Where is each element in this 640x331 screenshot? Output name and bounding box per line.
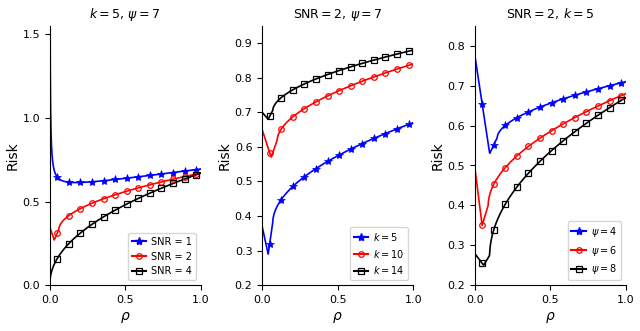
Y-axis label: Risk: Risk <box>430 141 444 170</box>
X-axis label: $\rho$: $\rho$ <box>545 310 556 325</box>
Y-axis label: Risk: Risk <box>218 141 232 170</box>
Legend: $\psi = 4$, $\psi = 6$, $\psi = 8$: $\psi = 4$, $\psi = 6$, $\psi = 8$ <box>568 221 621 280</box>
Legend: SNR = 1, SNR = 2, SNR = 4: SNR = 1, SNR = 2, SNR = 4 <box>127 233 196 280</box>
Y-axis label: Risk: Risk <box>6 141 20 170</box>
Legend: $k = 5$, $k = 10$, $k = 14$: $k = 5$, $k = 10$, $k = 14$ <box>349 227 408 280</box>
X-axis label: $\rho$: $\rho$ <box>120 310 131 325</box>
Title: $\mathrm{SNR} = 2, \, k = 5$: $\mathrm{SNR} = 2, \, k = 5$ <box>506 6 595 21</box>
Title: $\mathrm{SNR} = 2, \, \psi = 7$: $\mathrm{SNR} = 2, \, \psi = 7$ <box>293 7 383 23</box>
Title: $k = 5, \, \psi = 7$: $k = 5, \, \psi = 7$ <box>90 6 161 23</box>
X-axis label: $\rho$: $\rho$ <box>332 310 343 325</box>
